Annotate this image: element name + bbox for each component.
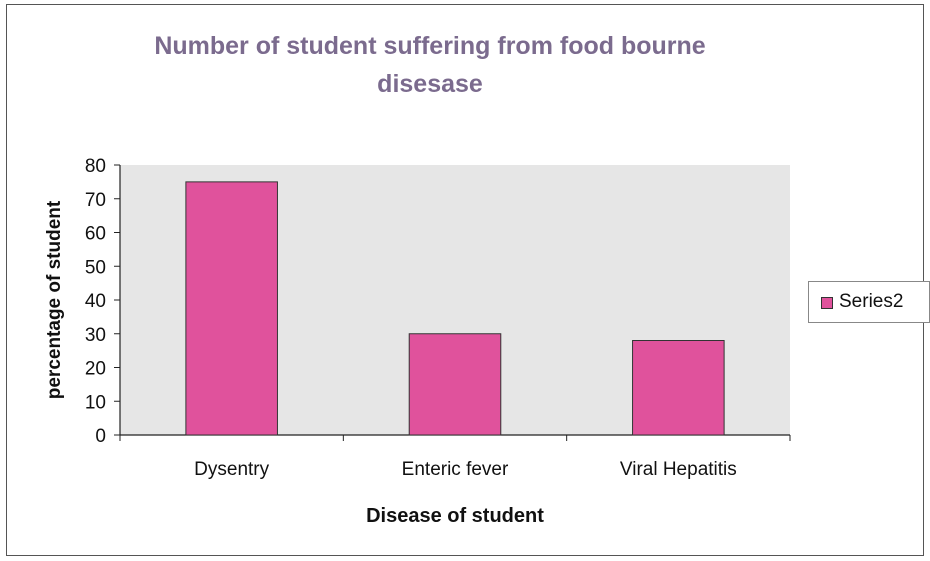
y-tick-label: 40	[85, 291, 106, 312]
legend-label-series2: Series2	[839, 291, 904, 312]
y-tick-label: 20	[85, 359, 106, 380]
x-tick-label: Viral Hepatitis	[620, 459, 737, 480]
chart-title-line-1: Number of student suffering from food bo…	[154, 32, 706, 60]
y-axis-label: percentage of student	[44, 200, 65, 400]
bar-enteric-fever	[408, 333, 502, 436]
chart-title-line-2: disesase	[377, 70, 483, 98]
y-tick-label: 80	[85, 156, 106, 177]
y-tick-label: 0	[95, 426, 106, 447]
x-tick-label: Enteric fever	[402, 459, 509, 480]
y-tick-label: 70	[85, 190, 106, 211]
y-tick-label: 10	[85, 392, 106, 413]
x-tick-label: Dysentry	[194, 459, 269, 480]
legend-swatch-series2	[821, 297, 833, 309]
x-axis-label: Disease of student	[366, 505, 544, 527]
y-tick-label: 60	[85, 224, 106, 245]
bar-viral-hepatitis	[632, 340, 725, 436]
y-tick-label: 30	[85, 325, 106, 346]
y-tick-label: 50	[85, 257, 106, 278]
bar-dysentry	[185, 181, 278, 436]
legend: Series2	[808, 281, 930, 323]
